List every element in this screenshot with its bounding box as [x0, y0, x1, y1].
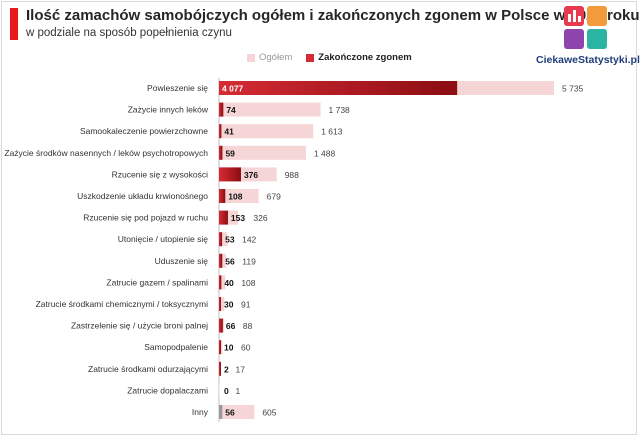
logo-text: CiekaweStatystyki.pl	[536, 54, 640, 66]
fatal-value-label: 40	[224, 278, 234, 288]
legend-label-total: Ogółem	[259, 52, 293, 63]
category-label: Zażycie innych leków	[128, 105, 209, 115]
fatal-bar	[219, 81, 458, 95]
legend-item-fatal: Zakończone zgonem	[306, 52, 412, 63]
total-value-label: 679	[267, 192, 281, 202]
total-bar	[219, 124, 314, 139]
category-label: Uszkodzenie układu krwionośnego	[77, 191, 208, 201]
total-bar	[219, 102, 321, 117]
fatal-bar	[219, 253, 223, 268]
fatal-bar	[219, 405, 223, 419]
fatal-value-label: 0	[224, 386, 229, 396]
logo-squares-icon	[564, 6, 607, 49]
total-bar	[219, 405, 255, 419]
total-bar	[219, 383, 220, 398]
fatal-bar	[219, 167, 241, 182]
total-bar	[219, 253, 226, 268]
fatal-bar	[219, 102, 224, 117]
total-value-label: 988	[285, 170, 299, 180]
total-bar	[219, 232, 228, 247]
fatal-bar	[219, 361, 221, 376]
total-value-label: 1 613	[321, 127, 343, 137]
fatal-value-label: 376	[244, 170, 258, 180]
legend-item-total: Ogółem	[247, 52, 292, 63]
brand-logo[interactable]: CiekaweStatystyki.pl	[536, 6, 640, 70]
fatal-bar	[219, 124, 222, 139]
legend-swatch-fatal	[306, 53, 315, 62]
category-label: Rzucenie się z wysokości	[112, 169, 208, 179]
total-value-label: 88	[243, 321, 253, 331]
category-label: Zastrzelenie się / użycie broni palnej	[71, 321, 208, 331]
total-bar	[219, 145, 306, 160]
category-label: Samookaleczenie powierzchowne	[80, 126, 208, 136]
legend-swatch-total	[247, 53, 255, 62]
category-label: Zatrucie środkami odurzającymi	[88, 364, 208, 374]
fatal-value-label: 153	[231, 213, 245, 223]
total-value-label: 60	[241, 343, 251, 353]
fatal-bar	[219, 275, 222, 290]
category-label: Utonięcie / utopienie się	[118, 234, 209, 244]
total-value-label: 108	[241, 278, 255, 288]
fatal-bar	[219, 210, 228, 225]
category-label: Zatrucie środkami chemicznymi / toksyczn…	[36, 299, 209, 309]
fatal-bar	[219, 189, 226, 203]
chart-subtitle: w podziale na sposób popełnienia czynu	[26, 27, 232, 39]
fatal-value-label: 74	[226, 105, 236, 115]
total-value-label: 1 488	[314, 148, 336, 158]
fatal-value-label: 108	[228, 192, 242, 202]
fatal-bar	[219, 318, 223, 333]
fatal-value-label: 56	[225, 256, 235, 266]
total-value-label: 5 735	[562, 84, 584, 94]
fatal-value-label: 2	[224, 364, 229, 374]
fatal-value-label: 53	[225, 235, 235, 245]
total-value-label: 91	[241, 300, 251, 310]
title-accent-bar	[10, 8, 18, 40]
fatal-value-label: 66	[226, 321, 236, 331]
fatal-value-label: 41	[224, 127, 234, 137]
total-value-label: 17	[236, 364, 246, 374]
fatal-bar	[219, 340, 221, 355]
legend-label-fatal: Zakończone zgonem	[318, 52, 412, 63]
category-label: Zatrucie gazem / spalinami	[106, 277, 208, 287]
total-bar	[219, 297, 225, 311]
total-value-label: 142	[242, 235, 256, 245]
category-label: Uduszenie się	[155, 256, 209, 266]
fatal-bar	[219, 145, 223, 160]
chart-title: Ilość zamachów samobójczych ogółem i zak…	[26, 7, 640, 24]
fatal-value-label: 10	[224, 343, 234, 353]
total-value-label: 1 738	[329, 105, 351, 115]
total-bar	[219, 189, 259, 203]
fatal-bar	[219, 232, 223, 247]
category-label: Rzucenie się pod pojazd w ruchu	[83, 213, 208, 223]
category-label: Zatrucie dopalaczami	[127, 385, 208, 395]
fatal-value-label: 59	[225, 148, 235, 158]
total-bar	[219, 275, 226, 290]
fatal-value-label: 56	[225, 408, 235, 418]
total-value-label: 605	[262, 408, 276, 418]
legend: Ogółem Zakończone zgonem	[247, 52, 412, 63]
total-value-label: 119	[242, 256, 256, 266]
total-value-label: 326	[253, 213, 267, 223]
fatal-value-label: 4 077	[222, 84, 244, 94]
fatal-value-label: 30	[224, 300, 234, 310]
fatal-bar	[219, 297, 221, 311]
category-label: Inny	[192, 407, 209, 417]
total-value-label: 1	[236, 386, 241, 396]
category-label: Powieszenie się	[147, 83, 208, 93]
category-label: Zażycie środków nasennych / leków psycho…	[4, 148, 208, 158]
category-label: Samopodpalenie	[144, 342, 208, 352]
